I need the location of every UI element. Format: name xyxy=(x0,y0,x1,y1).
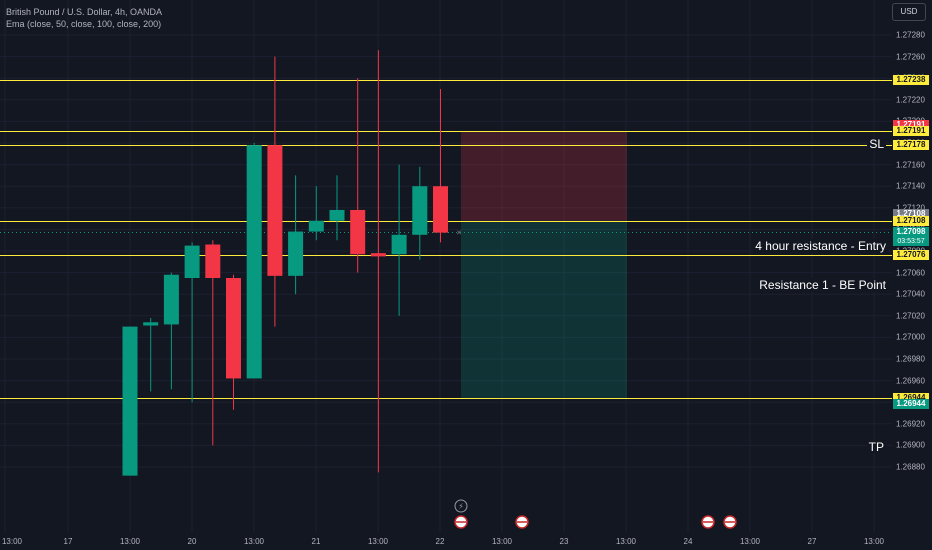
price-tick-label: 1.27220 xyxy=(896,95,925,105)
price-label-yellow: 1.27238 xyxy=(893,75,929,86)
time-tick-label: 13:00 xyxy=(615,537,637,546)
price-label-green: 1.27098 xyxy=(893,226,929,237)
time-tick-label: 21 xyxy=(311,537,321,546)
crosshair-marker: × xyxy=(456,228,461,238)
time-tick-label: 13:00 xyxy=(119,537,141,546)
price-tick-label: 1.27000 xyxy=(896,332,925,342)
lightning-icon xyxy=(454,499,468,513)
price-tick-label: 1.27260 xyxy=(896,52,925,62)
price-tick-label: 1.27060 xyxy=(896,268,925,278)
price-tick-label: 1.26920 xyxy=(896,419,925,429)
take-profit-zone xyxy=(461,220,627,398)
price-label-yellow: 1.27178 xyxy=(893,140,929,151)
chart-legend: British Pound / U.S. Dollar, 4h, OANDA E… xyxy=(6,6,162,30)
price-label-yellow: 1.26944 xyxy=(893,392,929,403)
candle-up xyxy=(163,274,179,325)
candle-down xyxy=(350,209,366,255)
symbol-title[interactable]: British Pound / U.S. Dollar, 4h, OANDA xyxy=(6,7,163,17)
time-tick-label: 13:00 xyxy=(739,537,761,546)
currency-button[interactable]: USD xyxy=(892,3,926,21)
candle-up xyxy=(391,234,407,255)
price-tick-label: 1.27040 xyxy=(896,289,925,299)
candle-down xyxy=(226,278,241,379)
be-annotation[interactable]: Resistance 1 - BE Point xyxy=(757,278,888,292)
candle-up xyxy=(184,245,200,278)
price-tick-label: 1.26900 xyxy=(896,440,925,450)
price-tick-label: 1.26960 xyxy=(896,376,925,386)
time-tick-label: 27 xyxy=(807,537,817,546)
price-tick-label: 1.27160 xyxy=(896,160,925,170)
time-axis[interactable] xyxy=(0,532,932,550)
time-tick-label: 13:00 xyxy=(243,537,265,546)
time-tick-label: 23 xyxy=(559,537,569,546)
price-scale[interactable] xyxy=(892,0,932,532)
time-tick-label: 22 xyxy=(435,537,445,546)
candle-up xyxy=(288,231,304,276)
bar-countdown: 03:53:57 xyxy=(893,236,929,246)
sl-annotation[interactable]: SL xyxy=(867,137,886,151)
candle-up xyxy=(122,326,138,476)
candle-down xyxy=(433,186,448,233)
candle-up xyxy=(143,322,159,326)
candle-up xyxy=(329,209,345,221)
stop-loss-zone xyxy=(461,131,627,221)
price-tick-label: 1.27020 xyxy=(896,311,925,321)
time-tick-label: 24 xyxy=(683,537,693,546)
price-tick-label: 1.27280 xyxy=(896,30,925,40)
candle-down xyxy=(370,253,386,257)
price-tick-label: 1.26980 xyxy=(896,354,925,364)
price-label-gray: 1.27108 xyxy=(893,209,929,220)
entry-annotation[interactable]: 4 hour resistance - Entry xyxy=(753,239,888,253)
indicator-title[interactable]: Ema (close, 50, close, 100, close, 200) xyxy=(6,19,162,29)
price-label-yellow: 1.27076 xyxy=(893,250,929,261)
price-chart[interactable]: ×⚡ xyxy=(0,0,892,532)
lightning-glyph: ⚡ xyxy=(458,502,464,511)
price-label-yellow: 1.27191 xyxy=(893,126,929,137)
price-tick-label: 1.26880 xyxy=(896,462,925,472)
time-tick-label: 13:00 xyxy=(491,537,513,546)
candle-down xyxy=(205,244,221,278)
time-tick-label: 17 xyxy=(63,537,73,546)
price-label-yellow: 1.27108 xyxy=(893,215,929,226)
time-tick-label: 20 xyxy=(187,537,197,546)
price-tick-label: 1.27140 xyxy=(896,181,925,191)
candle-up xyxy=(412,186,428,235)
time-tick-label: 13:00 xyxy=(863,537,885,546)
candle-up xyxy=(308,220,324,232)
price-label-green: 1.26944 xyxy=(893,399,929,410)
price-label-red: 1.27191 xyxy=(893,119,929,130)
price-tick-label: 1.27120 xyxy=(896,203,925,213)
candle-up xyxy=(246,145,262,379)
time-tick-label: 13:00 xyxy=(1,537,23,546)
candle-down xyxy=(267,145,283,276)
tp-annotation[interactable]: TP xyxy=(866,440,886,454)
time-tick-label: 13:00 xyxy=(367,537,389,546)
